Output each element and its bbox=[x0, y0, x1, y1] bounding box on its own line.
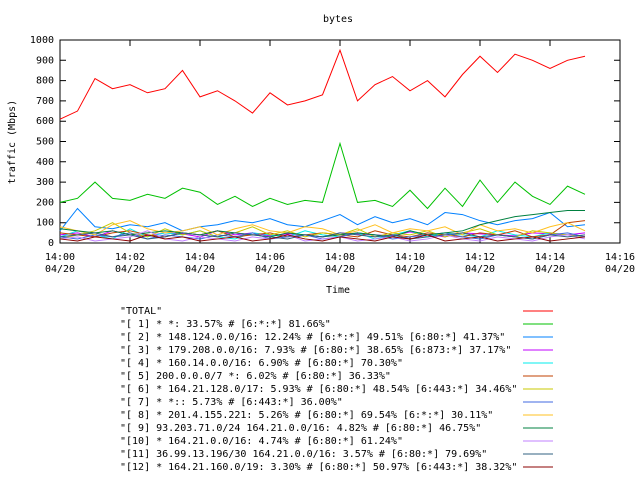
y-tick-label: 500 bbox=[36, 137, 54, 148]
x-tick-label: 14:10 04/20 bbox=[395, 252, 425, 275]
legend-label: "[ 1] * *: 33.57% # [6:*:*] 81.66%" bbox=[120, 319, 331, 330]
x-tick-label: 14:02 04/20 bbox=[115, 252, 145, 275]
y-axis-label: traffic (Mbps) bbox=[7, 100, 18, 184]
legend-label: "TOTAL" bbox=[120, 306, 162, 317]
legend-label: "[ 6] * 164.21.128.0/17: 5.93% # [6:80:*… bbox=[120, 384, 517, 395]
y-tick-label: 1000 bbox=[30, 35, 54, 46]
legend-label: "[ 4] * 160.14.0.0/16: 6.90% # [6:80:*] … bbox=[120, 358, 403, 369]
legend-label: "[ 7] * *:: 5.73% # [6:443:*] 36.00%" bbox=[120, 397, 343, 408]
y-tick-label: 0 bbox=[48, 238, 54, 249]
y-tick-label: 800 bbox=[36, 76, 54, 87]
legend-label: "[ 3] * 179.208.0.0/16: 7.93% # [6:80:*]… bbox=[120, 345, 511, 356]
series-line bbox=[59, 48, 586, 120]
legend-label: "[12] * 164.21.160.0/19: 3.30% # [6:80:*… bbox=[120, 462, 517, 473]
series-line bbox=[59, 141, 586, 210]
x-tick-label: 14:00 04/20 bbox=[45, 252, 75, 275]
series-line bbox=[59, 234, 586, 242]
y-tick-label: 200 bbox=[36, 197, 54, 208]
series-line bbox=[59, 220, 586, 236]
legend-label: "[ 8] * 201.4.155.221: 5.26% # [6:80:*] … bbox=[120, 410, 493, 421]
plot-frame bbox=[59, 39, 621, 244]
x-tick-label: 14:16 04/20 bbox=[605, 252, 635, 275]
y-tick-label: 600 bbox=[36, 116, 54, 127]
y-tick-label: 400 bbox=[36, 157, 54, 168]
legend-label: "[10] * 164.21.0.0/16: 4.74% # [6:80:*] … bbox=[120, 436, 403, 447]
y-tick-label: 700 bbox=[36, 96, 54, 107]
x-axis-label: Time bbox=[326, 285, 350, 296]
y-tick-label: 900 bbox=[36, 55, 54, 66]
chart-title: bytes bbox=[323, 14, 353, 25]
series-line bbox=[59, 230, 586, 242]
x-tick-label: 14:08 04/20 bbox=[325, 252, 355, 275]
x-tick-label: 14:04 04/20 bbox=[185, 252, 215, 275]
series-line bbox=[59, 207, 586, 232]
x-tick-label: 14:06 04/20 bbox=[255, 252, 285, 275]
x-tick-label: 14:14 04/20 bbox=[535, 252, 565, 275]
legend-label: "[ 9] 93.203.71.0/24 164.21.0.0/16: 4.82… bbox=[120, 423, 481, 434]
y-tick-label: 300 bbox=[36, 177, 54, 188]
legend-label: "[11] 36.99.13.196/30 164.21.0.0/16: 3.5… bbox=[120, 449, 487, 460]
legend-label: "[ 5] 200.0.0.0/7 *: 6.02% # [6:80:*] 36… bbox=[120, 371, 391, 382]
series-line bbox=[59, 232, 586, 240]
legend-label: "[ 2] * 148.124.0.0/16: 12.24% # [6:*:*]… bbox=[120, 332, 505, 343]
x-tick-label: 14:12 04/20 bbox=[465, 252, 495, 275]
y-tick-label: 100 bbox=[36, 218, 54, 229]
